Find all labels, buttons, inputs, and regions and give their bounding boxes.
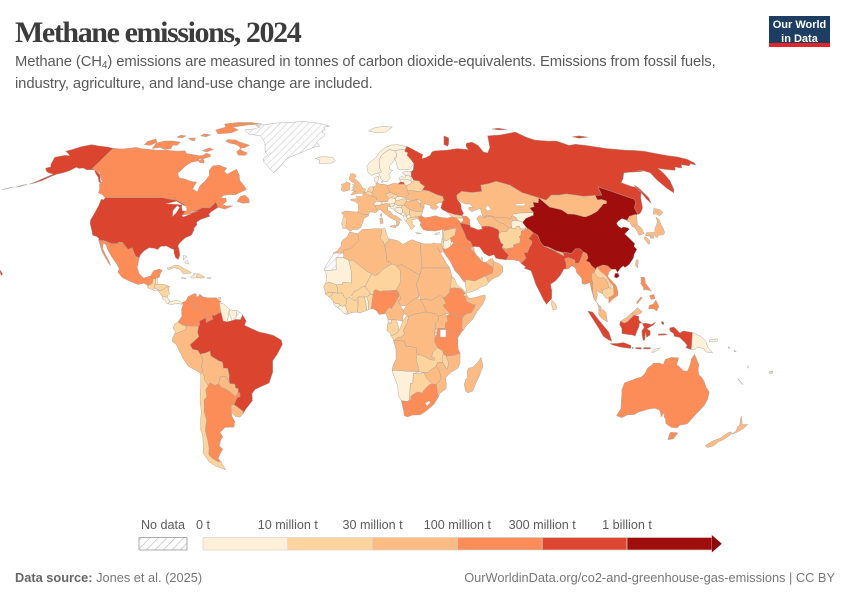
svg-text:0 t: 0 t <box>196 518 211 532</box>
svg-text:30 million t: 30 million t <box>342 518 403 532</box>
svg-text:1 billion t: 1 billion t <box>602 518 652 532</box>
svg-text:No data: No data <box>141 518 185 532</box>
svg-text:300 million t: 300 million t <box>509 518 577 532</box>
svg-text:100 million t: 100 million t <box>424 518 492 532</box>
svg-text:10 million t: 10 million t <box>258 518 319 532</box>
